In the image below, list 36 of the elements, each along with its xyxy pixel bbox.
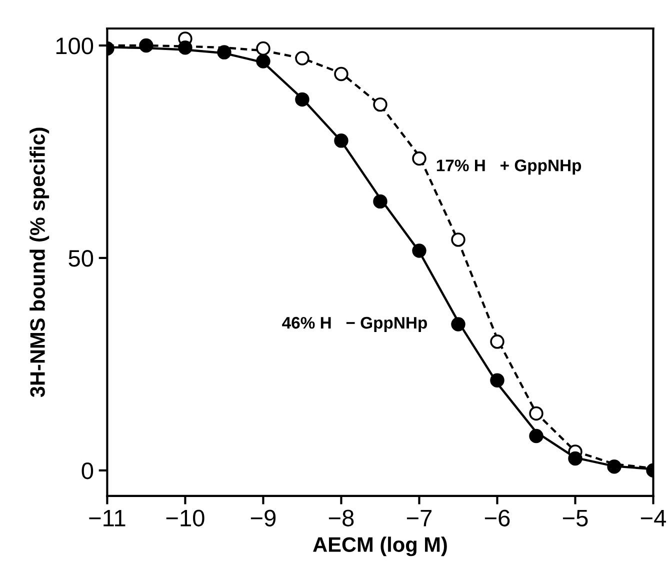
x-tick-label: −4 (640, 510, 666, 526)
point (412, 151, 426, 166)
point (334, 134, 348, 148)
x-tick-label: −5 (562, 510, 588, 526)
point (529, 406, 544, 421)
point (412, 244, 426, 258)
y-tick-label: 50 (68, 250, 94, 267)
x-tick-label: −7 (406, 510, 432, 526)
x-tick-label: −9 (250, 510, 276, 526)
point (139, 38, 154, 53)
annotation: 46% H − GppNHp (282, 316, 427, 332)
point (295, 92, 310, 107)
point (568, 451, 582, 466)
x-tick-label: −8 (328, 510, 354, 526)
y-axis-title: 3H-NMS bound (% specific) (30, 128, 50, 398)
x-tick-label: −6 (484, 510, 510, 526)
point (334, 66, 348, 82)
point (451, 317, 466, 332)
point (529, 428, 544, 444)
point (217, 45, 232, 60)
point (607, 459, 622, 474)
x-tick-label: −11 (89, 510, 126, 526)
point (490, 373, 504, 388)
point (490, 334, 504, 349)
point (373, 97, 388, 112)
point (178, 40, 192, 55)
point (256, 41, 270, 56)
y-tick-label: 0 (82, 462, 94, 480)
point (373, 194, 388, 209)
annotation: 17% H + GppNHp (436, 160, 582, 175)
point (451, 232, 466, 247)
y-tick-label: 100 (56, 38, 94, 54)
x-tick-label: −10 (166, 510, 204, 526)
point (256, 54, 270, 68)
point (295, 51, 310, 66)
x-axis-title: AECM (log M) (313, 536, 447, 556)
